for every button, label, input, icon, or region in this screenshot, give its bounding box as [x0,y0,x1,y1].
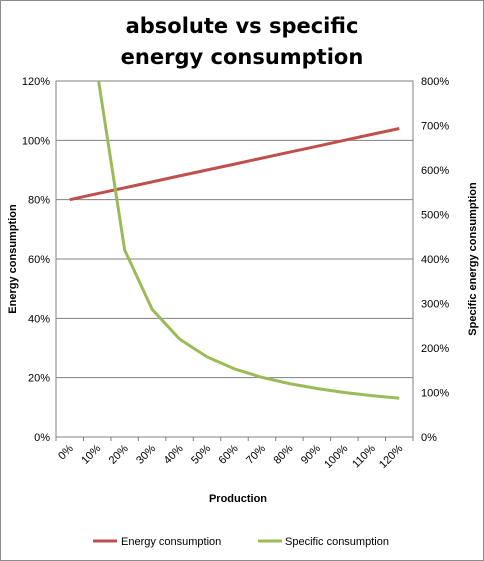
left-tick-label: 0% [34,432,50,444]
x-tick-label: 90% [299,442,323,466]
right-tick-label: 500% [421,210,449,222]
x-tick-label: 40% [162,442,186,466]
right-tick-label: 600% [421,165,449,177]
left-tick-label: 100% [22,135,50,147]
series-line-specific-consumption [97,81,400,400]
series-line-energy-consumption [69,127,400,202]
left-tick-label: 60% [28,254,50,266]
x-tick-label: 0% [56,442,76,462]
right-tick-label: 100% [421,388,449,400]
plot-area [55,80,414,438]
series-lines [69,81,400,400]
right-tick-label: 800% [421,76,449,88]
x-tick-label: 120% [377,442,406,471]
x-tick-label: 70% [244,442,268,466]
x-tick-label: 100% [322,442,351,471]
chart-title-line-2: energy consumption [121,45,364,69]
left-tick-label: 80% [28,195,50,207]
left-axis-tick-labels: 0% 20% 40% 60% 80% 100% 120% [22,76,50,444]
right-axis-tick-labels: 0% 100% 200% 300% 400% 500% 600% 700% 800% [421,76,449,444]
x-tick-label: 20% [107,442,131,466]
right-tick-label: 300% [421,299,449,311]
legend-label-energy: Energy consumption [121,536,221,548]
x-tick-label: 10% [79,442,103,466]
chart-title-line-1: absolute vs specific [126,14,359,38]
right-tick-label: 0% [421,432,437,444]
x-tick-label: 60% [217,442,241,466]
left-tick-label: 120% [22,76,50,88]
x-tick-label: 110% [350,442,378,470]
x-tick-label: 50% [189,442,213,466]
x-axis-tick-labels: 0% 10% 20% 30% 40% 50% 60% 70% 80% 90% 100% 110% 120… [56,442,405,471]
x-tick-marks [55,437,414,441]
right-tick-label: 400% [421,254,449,266]
left-tick-label: 40% [28,313,50,325]
left-tick-label: 20% [28,373,50,385]
x-axis-title: Production [209,493,267,505]
x-tick-label: 80% [271,442,295,466]
right-tick-label: 700% [421,121,449,133]
left-axis-title: Energy consumption [7,204,19,314]
x-tick-label: 30% [134,442,158,466]
gridlines [56,80,413,438]
legend-label-specific: Specific consumption [285,536,389,548]
right-axis-title: Specific energy consumption [467,182,479,336]
legend: Energy consumption Specific consumption [93,536,389,548]
right-tick-label: 200% [421,343,449,355]
